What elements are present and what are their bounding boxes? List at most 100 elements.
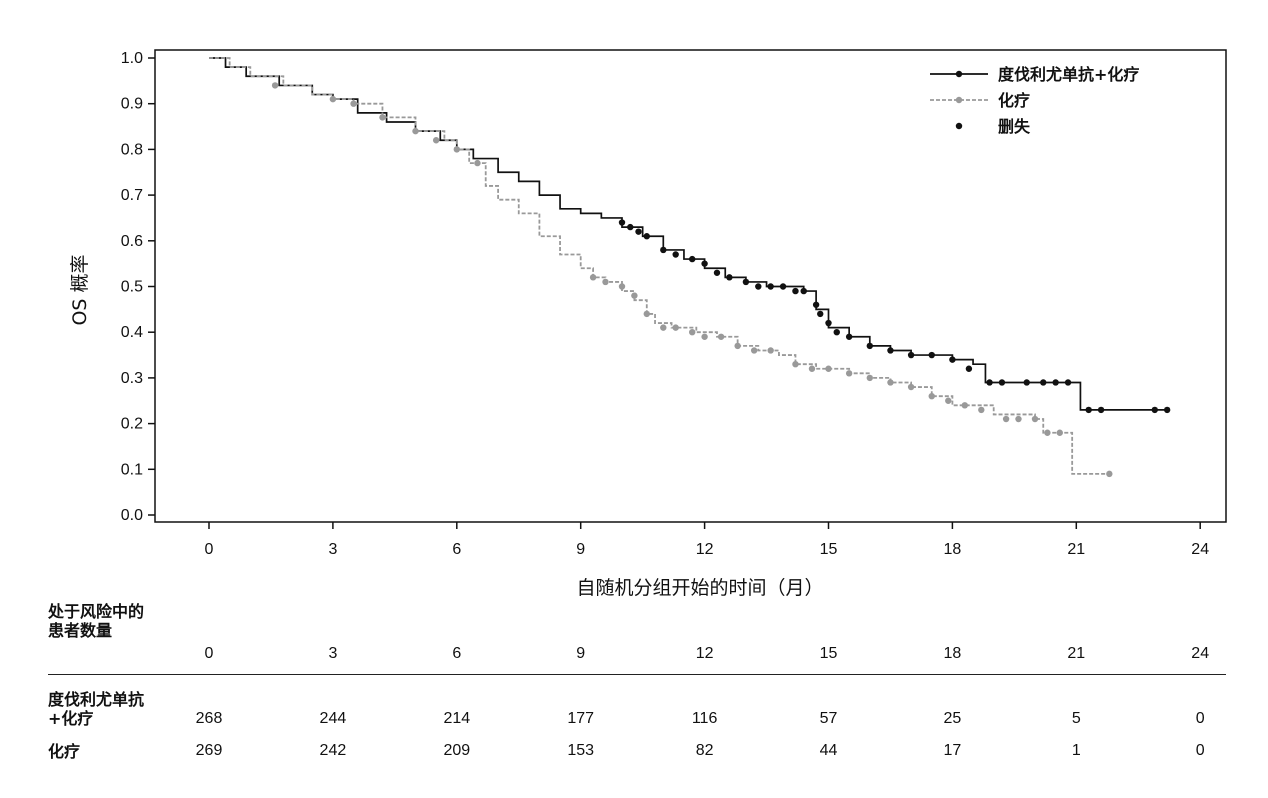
censor-marker-durvalumab-chemo xyxy=(1163,406,1171,414)
censor-marker-chemo xyxy=(750,347,758,354)
censor-marker-durvalumab-chemo xyxy=(833,329,840,336)
censor-marker-durvalumab-chemo xyxy=(998,379,1006,386)
censor-marker-durvalumab-chemo xyxy=(672,251,679,258)
censor-marker-durvalumab-chemo xyxy=(779,283,787,290)
censor-marker-chemo xyxy=(643,310,650,318)
censor-marker-durvalumab-chemo xyxy=(742,278,750,286)
censor-marker-chemo xyxy=(412,127,419,135)
legend-label-chemo: 化疗 xyxy=(998,91,1030,110)
censor-marker-chemo xyxy=(631,292,638,299)
censor-marker-durvalumab-chemo xyxy=(1040,379,1047,386)
censor-marker-durvalumab-chemo xyxy=(800,287,807,295)
censor-marker-chemo xyxy=(978,406,985,414)
censor-marker-chemo xyxy=(1106,470,1113,478)
x-axis-ticks: 0 3 6 9 12 15 18 21 24 xyxy=(205,522,1209,558)
censor-marker-chemo xyxy=(945,397,952,404)
censor-marker-durvalumab-chemo xyxy=(949,356,956,363)
series-line-durvalumab-chemo xyxy=(209,57,1168,411)
censor-marker-chemo xyxy=(689,329,696,336)
legend-marker-durvalumab-chemo xyxy=(955,70,963,78)
censor-marker-durvalumab-chemo xyxy=(965,365,973,372)
censor-marker-durvalumab-chemo xyxy=(812,301,820,308)
censor-marker-chemo xyxy=(618,283,626,290)
censor-marker-chemo xyxy=(453,146,460,153)
axes xyxy=(154,49,1227,523)
censor-marker-chemo xyxy=(866,374,873,382)
x-tick-label: 6 xyxy=(452,541,461,558)
censor-marker-durvalumab-chemo xyxy=(928,351,935,359)
y-tick-label: 0.4 xyxy=(121,324,143,341)
censor-marker-durvalumab-chemo xyxy=(726,274,733,281)
censor-marker-durvalumab-chemo xyxy=(1097,406,1105,414)
x-tick-label: 12 xyxy=(696,541,714,558)
censor-marker-chemo xyxy=(825,365,832,372)
censor-marker-chemo xyxy=(1056,429,1063,436)
y-tick-label: 0.1 xyxy=(121,461,143,478)
x-tick-label: 9 xyxy=(576,541,585,558)
censor-marker-chemo xyxy=(717,333,725,340)
y-tick-label: 1.0 xyxy=(121,50,143,67)
censor-marker-durvalumab-chemo xyxy=(635,228,642,235)
censor-marker-chemo xyxy=(808,365,816,372)
censor-marker-chemo xyxy=(660,324,667,331)
x-tick-label: 24 xyxy=(1191,541,1209,558)
x-axis-title: 自随机分组开始的时间（月） xyxy=(576,577,823,599)
censor-marker-durvalumab-chemo xyxy=(825,319,832,327)
censor-marker-chemo xyxy=(734,342,741,350)
x-tick-label: 0 xyxy=(205,541,214,558)
censor-marker-durvalumab-chemo xyxy=(713,269,721,276)
legend-label-durvalumab-chemo: 度伐利尤单抗+化疗 xyxy=(998,65,1139,84)
censor-marker-durvalumab-chemo xyxy=(701,260,708,267)
censor-marker-chemo xyxy=(1015,415,1022,423)
censor-marker-durvalumab-chemo xyxy=(689,255,696,263)
censor-marker-chemo xyxy=(1044,429,1051,436)
legend-marker-chemo xyxy=(955,96,963,104)
censor-marker-durvalumab-chemo xyxy=(1151,406,1158,414)
y-tick-label: 0.7 xyxy=(121,187,143,204)
censor-marker-durvalumab-chemo xyxy=(643,233,650,240)
censor-marker-durvalumab-chemo xyxy=(986,379,993,386)
censor-marker-durvalumab-chemo xyxy=(660,246,667,254)
censor-marker-durvalumab-chemo xyxy=(755,283,762,290)
censor-marker-durvalumab-chemo xyxy=(1085,406,1092,414)
legend-label-censored: 删失 xyxy=(998,117,1031,136)
censor-marker-durvalumab-chemo xyxy=(1052,379,1059,386)
censor-marker-durvalumab-chemo xyxy=(866,342,873,350)
censor-marker-durvalumab-chemo xyxy=(907,351,915,359)
censor-marker-chemo xyxy=(1002,415,1010,423)
plot-frame xyxy=(154,49,1227,523)
censor-marker-durvalumab-chemo xyxy=(1064,379,1072,386)
censor-marker-chemo xyxy=(907,383,915,391)
censor-marker-durvalumab-chemo xyxy=(627,223,634,231)
censor-marker-chemo xyxy=(845,370,853,377)
censor-marker-chemo xyxy=(887,379,894,386)
censor-marker-chemo xyxy=(701,333,708,340)
y-tick-label: 0.0 xyxy=(121,507,143,524)
censor-marker-chemo xyxy=(961,402,968,409)
legend-marker-censored xyxy=(955,122,963,130)
censor-marker-chemo xyxy=(350,100,357,107)
y-tick-label: 0.8 xyxy=(121,141,143,158)
censor-marker-chemo xyxy=(792,360,799,368)
censor-marker-chemo xyxy=(379,114,386,121)
censor-marker-chemo xyxy=(589,274,597,281)
censor-marker-durvalumab-chemo xyxy=(767,283,774,290)
censor-marker-chemo xyxy=(432,137,440,144)
censor-marker-durvalumab-chemo xyxy=(792,287,799,295)
censor-marker-durvalumab-chemo xyxy=(1023,379,1030,386)
x-tick-label: 3 xyxy=(328,541,337,558)
censor-marker-durvalumab-chemo xyxy=(618,219,626,226)
censor-marker-chemo xyxy=(672,324,679,331)
x-tick-label: 15 xyxy=(820,541,838,558)
censor-marker-durvalumab-chemo xyxy=(887,347,894,354)
series-line-chemo xyxy=(209,57,1110,475)
censor-marker-durvalumab-chemo xyxy=(845,333,853,340)
censor-marker-chemo xyxy=(329,95,337,103)
y-tick-label: 0.6 xyxy=(121,233,143,250)
censor-marker-chemo xyxy=(474,159,481,167)
censor-marker-durvalumab-chemo xyxy=(817,310,824,318)
y-axis-title: OS 概率 xyxy=(69,254,91,325)
censor-marker-chemo xyxy=(602,278,609,286)
